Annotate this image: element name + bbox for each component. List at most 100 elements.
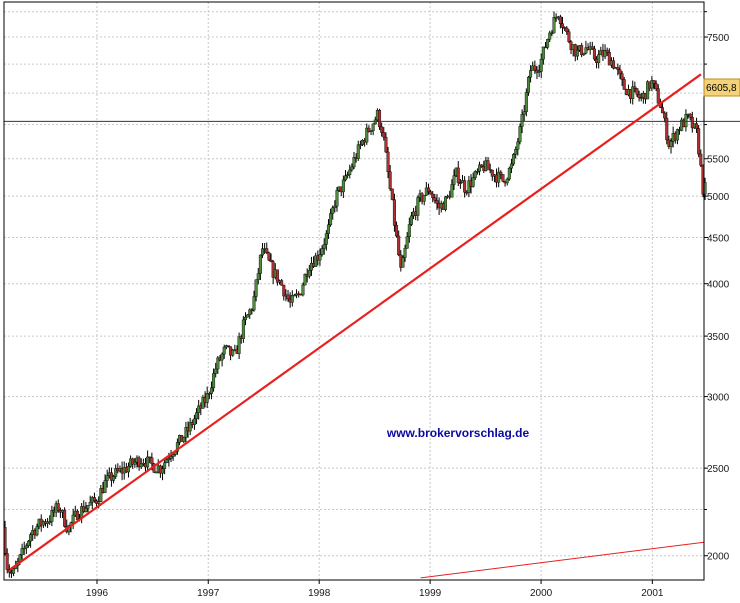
candle-body: [514, 149, 518, 155]
candle-body: [24, 545, 28, 549]
candle-body: [590, 46, 594, 50]
candle-body: [690, 117, 694, 129]
candle-body: [254, 279, 258, 297]
candle-body: [539, 59, 543, 72]
candle-body: [575, 49, 579, 57]
candle-body: [622, 79, 626, 90]
candle-body: [182, 437, 186, 442]
candle-body: [7, 569, 11, 573]
candle-body: [265, 248, 269, 253]
y-tick-label: 4500: [707, 233, 730, 244]
candle-body: [422, 195, 426, 202]
candle-body: [550, 32, 554, 35]
candle-body: [509, 163, 513, 169]
candle-body: [246, 314, 250, 318]
candle-body: [535, 69, 539, 73]
candle-body: [205, 393, 209, 403]
candle-body: [175, 442, 179, 452]
candle-body: [499, 171, 503, 175]
candle-body: [426, 187, 430, 192]
candle-body: [5, 553, 9, 570]
candle-body: [352, 157, 356, 168]
y-tick-label: 7500: [707, 33, 730, 44]
candle-body: [490, 169, 494, 177]
candle-body: [133, 461, 137, 465]
candle-body: [154, 471, 158, 474]
candle-body: [501, 174, 505, 182]
candle-body: [558, 16, 562, 24]
candle-body: [497, 171, 501, 183]
candle-body: [433, 197, 437, 201]
candle-body: [548, 32, 552, 40]
candle-body: [171, 454, 175, 457]
current-value-badge-box: [703, 78, 740, 97]
candle-body: [639, 97, 643, 99]
candle-body: [390, 188, 394, 200]
candle-body: [241, 319, 245, 339]
trendline: [9, 73, 702, 571]
candle-body: [361, 140, 365, 145]
candle-body: [26, 540, 30, 546]
candle-body: [526, 76, 530, 93]
candle-body: [256, 273, 260, 280]
candle-body: [192, 418, 196, 425]
candle-body: [220, 353, 224, 361]
candle-body: [382, 132, 386, 138]
candle-body: [343, 175, 347, 181]
candle-body: [407, 224, 411, 238]
candle-body: [488, 169, 492, 171]
watermark-text: www.brokervorschlag.de: [386, 426, 530, 440]
candle-body: [212, 373, 216, 389]
candle-body: [231, 349, 235, 356]
candle-body: [684, 114, 688, 128]
candle-body: [392, 199, 396, 226]
candle-body: [486, 160, 490, 170]
candle-body: [75, 510, 79, 520]
candle-body: [301, 284, 305, 296]
candle-body: [346, 174, 350, 176]
candle-body: [669, 141, 673, 147]
candle-body: [356, 144, 360, 159]
candle-body: [146, 456, 150, 468]
candle-body: [656, 88, 660, 104]
candle-body: [112, 476, 116, 481]
candle-body: [88, 501, 92, 506]
candle-body: [584, 47, 588, 54]
candle-body: [237, 336, 241, 354]
candle-body: [348, 169, 352, 175]
candle-body: [592, 48, 596, 60]
candle-body: [505, 178, 509, 184]
candle-body: [378, 110, 382, 128]
candle-body: [320, 248, 324, 255]
candle-body: [150, 457, 154, 465]
candle-body: [616, 67, 620, 70]
candle-body: [603, 49, 607, 57]
candle-body: [18, 554, 22, 562]
candle-body: [20, 548, 24, 556]
x-tick-label: 2000: [530, 588, 553, 599]
candle-body: [165, 459, 169, 463]
candle-body: [522, 111, 526, 115]
y-tick-label: 2000: [707, 552, 730, 563]
candle-body: [329, 213, 333, 226]
candle-body: [303, 274, 307, 286]
candle-body: [697, 128, 701, 155]
candle-body: [139, 463, 143, 468]
candle-body: [473, 171, 477, 178]
candle-body: [314, 255, 318, 267]
candle-body: [478, 164, 482, 172]
candle-body: [326, 224, 330, 234]
candle-body: [480, 164, 484, 167]
candle-body: [597, 54, 601, 63]
candle-body: [520, 114, 524, 127]
y-tick-label: 5000: [707, 192, 730, 203]
candle-body: [322, 244, 326, 249]
candle-body: [552, 17, 556, 34]
candlestick-series: [3, 11, 707, 578]
candle-body: [471, 177, 475, 187]
candle-body: [35, 526, 39, 536]
candle-body: [161, 468, 165, 474]
candle-body: [167, 458, 171, 460]
candle-body: [386, 151, 390, 173]
